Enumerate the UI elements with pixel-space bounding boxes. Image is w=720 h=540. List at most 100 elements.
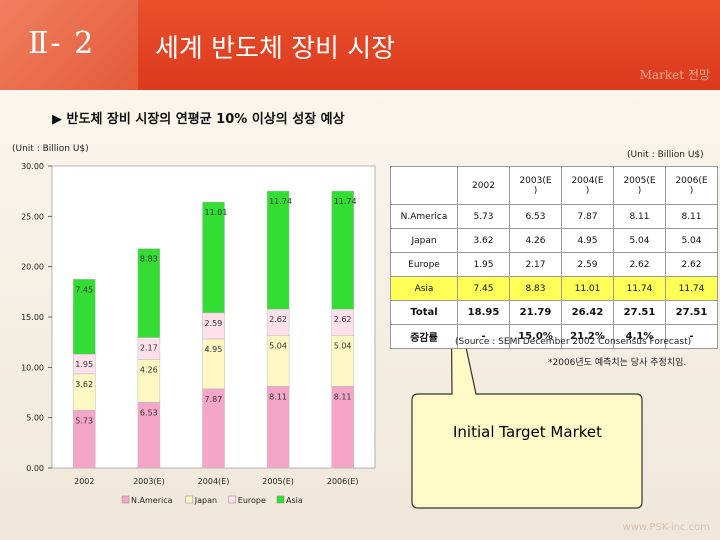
data-label: 4.26 [140, 365, 158, 374]
section-number: Ⅱ- 2 [28, 26, 96, 61]
y-tick-label: 20.00 [21, 263, 44, 272]
table-cell: 11.74 [665, 276, 718, 301]
table-cell: - [457, 324, 510, 349]
table-cell: 27.51 [665, 300, 718, 325]
legend-swatch [276, 495, 285, 504]
section-number-box: Ⅱ- 2 [0, 0, 138, 90]
table-row-label: N.America [390, 204, 458, 229]
table-cell: 4.26 [509, 228, 562, 253]
table-row-label: Total [390, 300, 458, 325]
table-cell: 1.95 [457, 252, 510, 277]
data-label: 6.53 [140, 408, 158, 417]
y-tick-label: 15.00 [21, 313, 44, 322]
table-cell: 11.01 [561, 276, 614, 301]
bar-segment [331, 190, 354, 310]
data-label: 5.04 [334, 342, 352, 351]
data-label: 7.87 [205, 395, 223, 404]
y-tick-label: 25.00 [21, 212, 44, 221]
data-label: 8.11 [334, 392, 352, 401]
table-row-label: Asia [390, 276, 458, 301]
legend-label: Asia [286, 496, 303, 505]
header-bar: Ⅱ- 2 세계 반도체 장비 시장 Market 전망 [0, 0, 720, 90]
table-cell: 7.45 [457, 276, 510, 301]
data-label: 5.73 [75, 416, 93, 425]
data-label: 2.17 [140, 344, 158, 353]
data-label: 5.04 [269, 342, 287, 351]
data-label: 11.74 [269, 197, 292, 206]
x-tick-label: 2006(E) [327, 477, 359, 486]
y-tick-label: 30.00 [21, 162, 44, 171]
bar-segment [202, 201, 225, 314]
data-label: 2.62 [269, 315, 287, 324]
legend-label: Japan [194, 496, 217, 505]
data-label: 2.59 [205, 319, 223, 328]
data-label: 8.83 [140, 255, 158, 264]
table-cell: 5.73 [457, 204, 510, 229]
table-cell: 27.51 [613, 300, 666, 325]
data-label: 3.62 [75, 380, 93, 389]
data-label: 7.45 [75, 285, 93, 294]
table-row: Japan 3.62 4.26 4.95 5.04 5.04 [390, 228, 718, 253]
bar-segment [137, 248, 161, 338]
table-cell: 8.11 [665, 204, 718, 229]
x-tick-label: 2004(E) [198, 477, 230, 486]
table-row: 증감률 -15.0% 21.2% 4.1% - [390, 324, 718, 349]
table-column-header [390, 166, 458, 205]
table-row: Asia 7.45 8.83 11.01 11.74 11.74 [390, 276, 718, 301]
table-row-label: Japan [390, 228, 458, 253]
table-cell: 6.53 [509, 204, 562, 229]
chart-unit-label: (Unit : Billion U$) [12, 144, 89, 154]
table-row: Europe 1.95 2.17 2.59 2.62 2.62 [390, 252, 718, 277]
table-column-header: 2003(E ) [509, 166, 562, 205]
x-tick-label: 2003(E) [133, 477, 165, 486]
legend-swatch [121, 495, 130, 504]
bar-segment [266, 190, 290, 310]
table-row-label: Europe [390, 252, 458, 277]
table-cell: 2.17 [509, 252, 562, 277]
table-unit-label: (Unit : Billion U$) [627, 150, 704, 160]
data-label: 1.95 [75, 360, 93, 369]
data-label: 2.62 [334, 315, 352, 324]
legend-label: Europe [238, 496, 266, 505]
table-column-header: 2005(E ) [613, 166, 666, 205]
legend-swatch [228, 495, 237, 504]
callout-text: Initial Target Market [452, 423, 602, 441]
table-cell: 2.62 [665, 252, 718, 277]
legend-label: N.America [131, 496, 173, 505]
table-cell: 4.95 [561, 228, 614, 253]
table-row: Total 18.95 21.79 26.42 27.51 27.51 [390, 300, 718, 325]
table-row: N.America 5.73 6.53 7.87 8.11 8.11 [390, 204, 718, 229]
table-cell: - [665, 324, 718, 349]
table-column-header: 2006(E ) [665, 166, 718, 205]
market-table: 2002 2003(E ) 2004(E ) 2005(E ) 2006(E ) N.Am… [390, 166, 718, 349]
data-label: 4.95 [205, 345, 223, 354]
page-title: 세계 반도체 장비 시장 [155, 34, 396, 64]
table-cell: 26.42 [561, 300, 614, 325]
data-label: 11.01 [205, 208, 228, 217]
table-cell: 3.62 [457, 228, 510, 253]
y-tick-label: 0.00 [26, 464, 44, 473]
table-cell: 8.83 [509, 276, 562, 301]
table-cell: 4.1% [613, 324, 666, 349]
table-column-header: 2004(E ) [561, 166, 614, 205]
x-tick-label: 2005(E) [262, 477, 294, 486]
table-cell: 11.74 [613, 276, 666, 301]
table-cell: 15.0% [509, 324, 562, 349]
table-cell: 21.79 [509, 300, 562, 325]
market-label: Market 전망 [639, 68, 710, 82]
callout-box [411, 276, 643, 509]
subtitle: ▶ 반도체 장비 시장의 연평균 10% 이상의 성장 예상 [52, 112, 345, 127]
legend-swatch [185, 495, 194, 504]
bar-segment [73, 279, 96, 355]
table-cell: 18.95 [457, 300, 510, 325]
y-tick-label: 10.00 [21, 363, 44, 372]
data-label: 11.74 [334, 197, 357, 206]
footer-url: www.PSK-inc.com [622, 522, 710, 533]
table-cell: 5.04 [665, 228, 718, 253]
source-note: (Source : SEMI December 2002 Consensus F… [455, 337, 692, 347]
estimate-note: *2006년도 예측치는 당사 추정치임. [548, 358, 687, 368]
table-row-label: 증감률 [390, 324, 458, 349]
table-cell: 8.11 [613, 204, 666, 229]
y-tick-label: 5.00 [26, 414, 44, 423]
